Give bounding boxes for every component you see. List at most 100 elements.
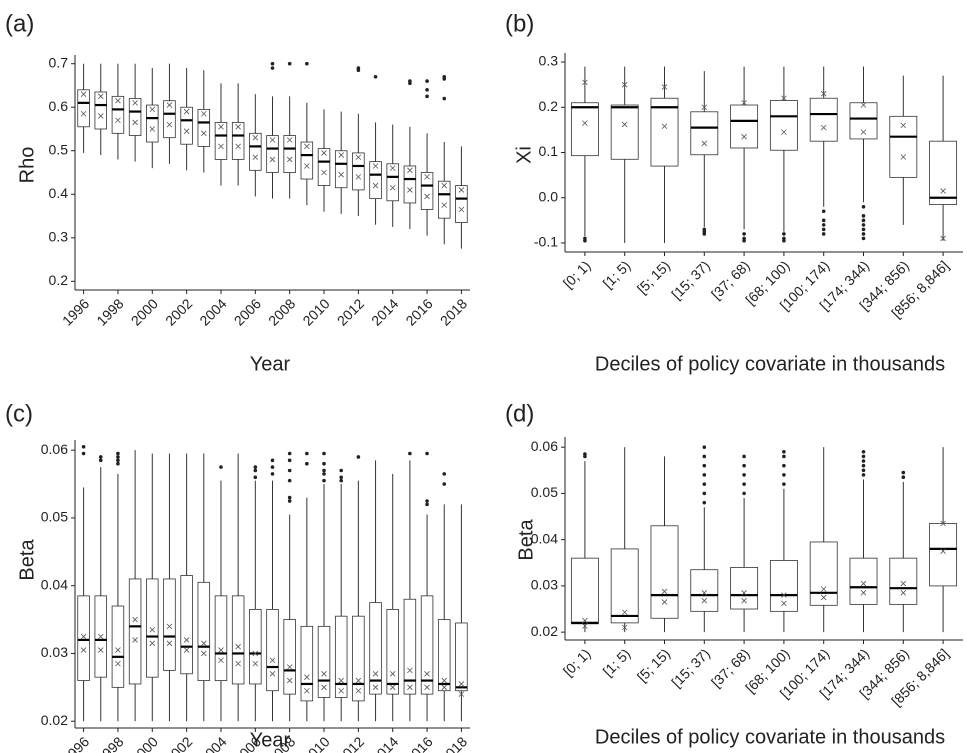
cross-marker <box>372 163 379 169</box>
cross-marker <box>940 520 946 527</box>
box <box>437 180 451 219</box>
y-tick-label: 0.04 <box>41 576 68 592</box>
cross-marker <box>304 143 310 150</box>
box <box>111 605 125 688</box>
box <box>231 595 245 685</box>
cross-marker <box>115 117 121 124</box>
cross-marker <box>781 592 787 598</box>
box <box>730 104 759 149</box>
box <box>180 106 193 145</box>
outlier <box>861 468 866 473</box>
cross-marker <box>389 165 396 171</box>
cross-marker <box>218 657 224 664</box>
cross-marker <box>389 671 396 677</box>
y-tick-label: 0.05 <box>41 509 68 525</box>
box <box>437 619 451 692</box>
cross-marker <box>621 81 628 88</box>
outlier <box>356 455 361 459</box>
outlier <box>253 465 258 469</box>
x-axis-label: Deciles of policy covariate in thousands <box>595 726 945 748</box>
outlier <box>742 482 746 486</box>
cross-marker <box>407 667 413 674</box>
outlier <box>322 478 326 483</box>
y-axis-label: Rho <box>16 147 38 184</box>
outlier <box>116 458 120 463</box>
cross-marker <box>372 684 379 691</box>
cross-marker <box>321 169 327 176</box>
cross-marker <box>424 684 430 691</box>
y-tick-label: 0.6 <box>49 98 69 114</box>
box <box>610 104 639 160</box>
box <box>231 122 245 160</box>
box <box>455 185 468 223</box>
cross-marker <box>132 100 138 106</box>
cross-marker <box>781 95 787 102</box>
y-tick-label: 0.4 <box>49 185 69 201</box>
cross-marker <box>97 113 104 119</box>
cross-marker <box>166 121 173 128</box>
cross-marker <box>115 647 121 653</box>
outlier <box>442 96 447 101</box>
cross-marker <box>741 133 747 140</box>
cross-marker <box>820 586 827 592</box>
box <box>889 115 918 178</box>
cross-marker <box>458 206 465 213</box>
cross-marker <box>661 84 668 90</box>
cross-marker <box>741 99 747 106</box>
outlier <box>287 451 292 456</box>
cross-marker <box>235 660 241 667</box>
cross-marker <box>661 588 668 595</box>
outlier <box>116 461 120 466</box>
box <box>769 560 798 612</box>
cross-marker <box>701 590 708 596</box>
cross-marker <box>166 640 173 647</box>
box <box>455 622 468 692</box>
x-tick-label: 1996 <box>59 295 92 328</box>
cross-marker <box>424 671 430 677</box>
y-tick-label: -0.1 <box>534 234 558 250</box>
outlier <box>742 232 746 236</box>
cross-marker <box>149 106 156 113</box>
outlier <box>861 227 866 232</box>
outlier <box>821 209 826 214</box>
outlier <box>861 459 866 463</box>
cross-marker <box>97 633 104 640</box>
box <box>163 100 176 139</box>
box <box>420 595 434 695</box>
cross-marker <box>338 687 344 694</box>
outlier <box>81 451 86 456</box>
outlier <box>782 454 786 459</box>
cross-marker <box>304 687 310 694</box>
box <box>266 135 279 173</box>
panel-label: (b) <box>505 10 534 37</box>
outlier <box>821 227 826 232</box>
x-tick-label: 2002 <box>162 733 195 753</box>
outlier <box>425 79 429 83</box>
outlier <box>287 495 292 500</box>
outlier <box>322 472 326 476</box>
y-tick-label: 0.0 <box>539 188 559 204</box>
outlier <box>98 458 103 463</box>
outlier <box>322 461 326 466</box>
cross-marker <box>389 184 396 191</box>
outlier <box>742 473 746 477</box>
outlier <box>322 468 326 473</box>
cross-marker <box>183 128 190 134</box>
outlier <box>305 61 309 66</box>
cross-marker <box>183 647 190 653</box>
x-tick-label: [15; 37) <box>668 645 713 690</box>
outlier <box>702 445 707 449</box>
cross-marker <box>355 677 362 684</box>
outlier <box>782 449 786 454</box>
outlier <box>287 468 292 473</box>
cross-marker <box>338 677 344 684</box>
outlier <box>287 458 292 463</box>
x-tick-label: 2010 <box>299 733 332 753</box>
outlier <box>782 473 786 477</box>
outlier <box>861 473 866 477</box>
cross-marker <box>286 677 293 684</box>
outlier <box>702 482 707 486</box>
cross-marker <box>252 660 259 667</box>
